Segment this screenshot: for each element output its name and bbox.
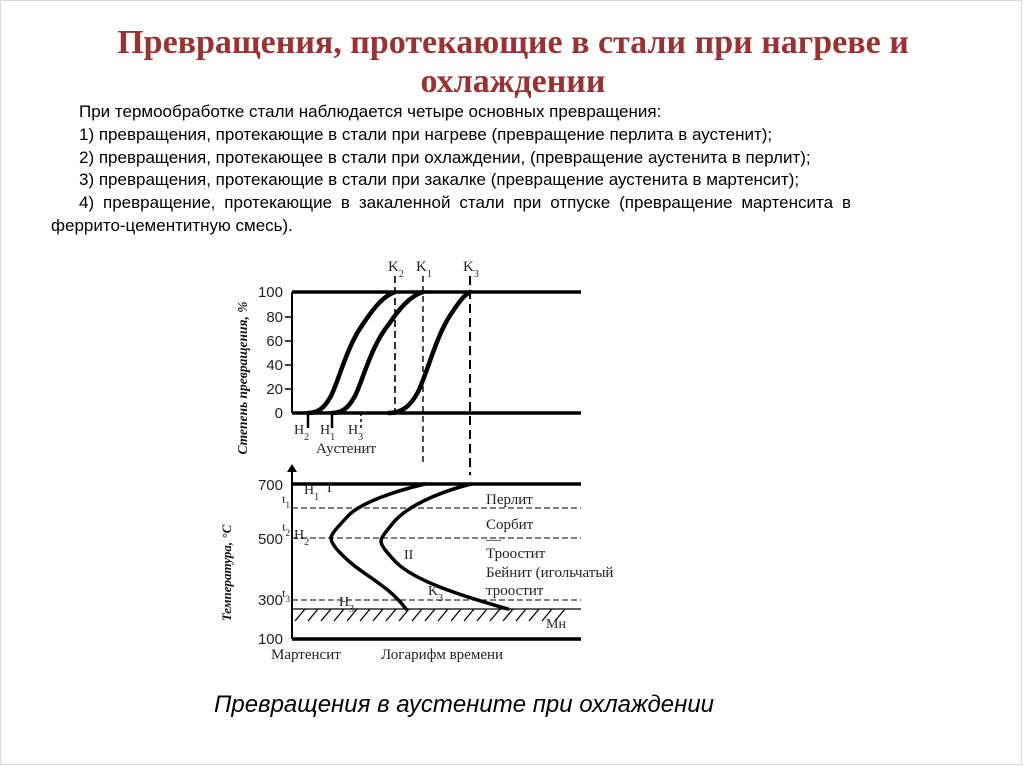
svg-text:t1: t1 — [282, 492, 290, 510]
svg-text:t3: t3 — [282, 586, 290, 604]
svg-text:Сорбит: Сорбит — [486, 517, 534, 533]
svg-text:40: 40 — [266, 357, 283, 374]
svg-text:500: 500 — [258, 531, 283, 548]
svg-text:H2: H2 — [294, 528, 309, 548]
svg-text:100: 100 — [258, 284, 283, 301]
svg-text:Мартенсит: Мартенсит — [271, 647, 341, 663]
svg-text:300: 300 — [258, 592, 283, 609]
svg-text:700: 700 — [258, 477, 283, 494]
svg-text:I: I — [327, 481, 332, 496]
svg-text:60: 60 — [266, 333, 283, 350]
svg-text:троостит: троостит — [486, 583, 544, 599]
svg-text:Степень превращения, %: Степень превращения, % — [235, 301, 250, 454]
svg-text:0: 0 — [275, 405, 283, 422]
svg-text:H1: H1 — [304, 483, 319, 503]
svg-text:II: II — [404, 548, 414, 563]
svg-text:K1: K1 — [416, 259, 432, 280]
svg-text:Температура, °С: Температура, °С — [219, 524, 234, 621]
svg-text:Перлит: Перлит — [486, 492, 533, 508]
svg-text:Мн: Мн — [546, 617, 566, 632]
svg-text:100: 100 — [258, 631, 283, 648]
svg-text:t2: t2 — [282, 520, 290, 538]
svg-text:Троостит: Троостит — [486, 546, 546, 562]
svg-text:Бейнит (игольчатый: Бейнит (игольчатый — [486, 565, 613, 581]
svg-text:80: 80 — [266, 309, 283, 326]
svg-text:Аустенит: Аустенит — [316, 441, 377, 457]
svg-text:Логарифм времени: Логарифм времени — [381, 647, 503, 663]
svg-text:K2: K2 — [388, 259, 404, 280]
svg-text:20: 20 — [266, 381, 283, 398]
